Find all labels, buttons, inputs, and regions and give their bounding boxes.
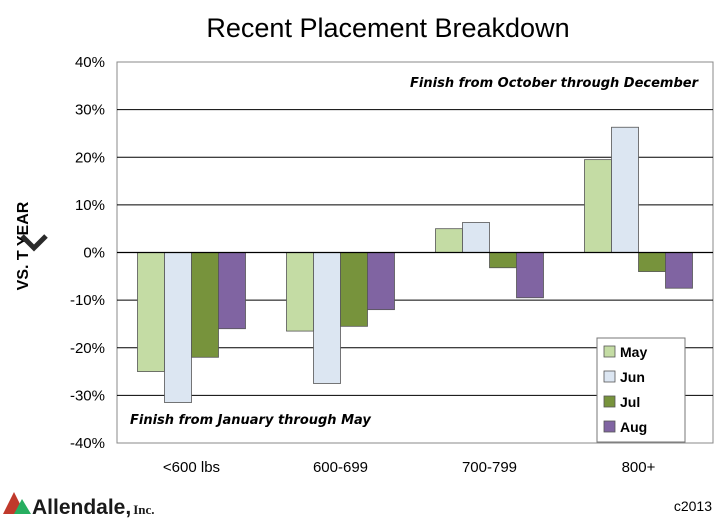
bar-aug-1	[367, 252, 395, 311]
legend: May Jun Jul Aug	[596, 337, 686, 443]
bar-jun-0	[164, 252, 192, 403]
legend-label-may: May	[620, 344, 647, 360]
y-tick-label: -10%	[70, 292, 105, 309]
bar-may-3	[584, 159, 612, 253]
y-tick-label: 30%	[75, 102, 105, 119]
legend-swatch-jun	[603, 370, 616, 383]
y-axis-label: VS. T YEAR	[15, 201, 48, 290]
bar-aug-0	[218, 252, 246, 330]
bar-jul-0	[191, 252, 219, 358]
bar-aug-2	[516, 252, 544, 299]
bars	[137, 126, 693, 403]
y-axis-label-text: VS. T YEAR	[15, 201, 32, 290]
x-tick-label: 700-799	[462, 459, 517, 476]
annotation-top: Finish from October through December	[410, 76, 700, 91]
copyright-text: c2013	[674, 498, 712, 514]
company-logo: Allendale, Inc.	[3, 492, 155, 519]
bar-jul-2	[489, 252, 517, 269]
bar-jun-3	[611, 126, 639, 253]
bar-jul-3	[638, 252, 666, 272]
x-tick-label: 600-699	[313, 459, 368, 476]
legend-swatch-aug	[603, 420, 616, 433]
legend-swatch-may	[603, 345, 616, 358]
legend-swatch-jul	[603, 395, 616, 408]
chart-title: Recent Placement Breakdown	[206, 13, 569, 43]
y-tick-label: -20%	[70, 340, 105, 357]
legend-label-aug: Aug	[620, 419, 647, 435]
bar-may-2	[435, 228, 463, 253]
svg-text:Allendale,Inc.: Allendale, Inc.	[32, 496, 155, 519]
logo-mark-accent-icon	[14, 499, 31, 514]
y-tick-label: 40%	[75, 54, 105, 71]
y-tick-label: -30%	[70, 387, 105, 404]
x-tick-label: <600 lbs	[163, 459, 220, 476]
y-axis-ticks: -40% -30% -20% -10% 0% 10% 20% 30% 40%	[70, 54, 105, 452]
x-tick-label: 800+	[622, 459, 656, 476]
logo-name: Allendale,	[32, 496, 131, 519]
x-axis-ticks: <600 lbs 600-699 700-799 800+	[163, 459, 656, 476]
y-tick-label: -40%	[70, 435, 105, 452]
bar-may-0	[137, 252, 165, 372]
bar-jun-1	[313, 252, 341, 384]
logo-suffix: Inc.	[133, 502, 154, 517]
y-tick-label: 20%	[75, 149, 105, 166]
bar-may-1	[286, 252, 314, 332]
annotation-bottom: Finish from January through May	[130, 413, 371, 428]
bar-jul-1	[340, 252, 368, 327]
legend-label-jul: Jul	[620, 394, 640, 410]
chevron-up-icon	[20, 234, 48, 252]
y-tick-label: 0%	[83, 245, 105, 262]
bar-jun-2	[462, 222, 490, 253]
legend-label-jun: Jun	[620, 369, 645, 385]
y-tick-label: 10%	[75, 197, 105, 214]
bar-aug-3	[665, 252, 693, 289]
